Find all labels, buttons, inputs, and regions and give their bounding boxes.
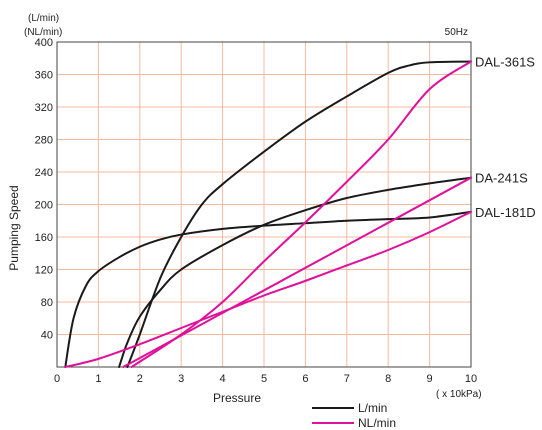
x-tick-label: 3 bbox=[178, 373, 184, 385]
legend: L/min NL/min bbox=[312, 401, 396, 430]
legend-label-nlmin: NL/min bbox=[358, 416, 396, 430]
x-tick-label: 2 bbox=[137, 373, 143, 385]
x-axis-unit: ( x 10kPa) bbox=[436, 389, 482, 400]
x-tick-label: 0 bbox=[54, 373, 60, 385]
plot-frame bbox=[56, 41, 472, 368]
x-axis-label: Pressure bbox=[213, 391, 261, 405]
series-label: DAL-181D bbox=[475, 205, 536, 220]
series-label: DAL-361S bbox=[475, 55, 535, 70]
y-tick-label: 120 bbox=[35, 265, 53, 277]
y-tick-label: 80 bbox=[41, 297, 53, 309]
x-tick-label: 7 bbox=[344, 373, 350, 385]
series-line-da-241s-nlmin bbox=[122, 176, 472, 368]
y-tick-label: 360 bbox=[35, 70, 53, 82]
legend-label-lmin: L/min bbox=[358, 401, 387, 415]
x-tick-label: 1 bbox=[95, 373, 101, 385]
x-tick-label: 4 bbox=[220, 373, 226, 385]
series-line-da-241s-lmin bbox=[118, 176, 472, 368]
series-lines bbox=[64, 60, 472, 368]
y-tick-label: 40 bbox=[41, 330, 53, 342]
y-tick-label: 240 bbox=[35, 167, 53, 179]
y-tick-label: 400 bbox=[35, 37, 53, 49]
y-tick-label: 200 bbox=[35, 200, 53, 212]
y-unit-nlmin: (NL/min) bbox=[24, 27, 62, 38]
y-axis-label: Pumping Speed bbox=[7, 185, 21, 270]
grid-lines bbox=[57, 42, 471, 367]
y-unit-lmin: (L/min) bbox=[28, 13, 59, 24]
series-line-dal-181d-lmin bbox=[64, 210, 472, 368]
series-line-dal-361s-lmin bbox=[126, 60, 472, 368]
series-line-dal-181d-nlmin bbox=[64, 210, 472, 368]
y-tick-label: 320 bbox=[35, 102, 53, 114]
series-labels: DAL-361S DA-241S DAL-181D bbox=[475, 55, 536, 220]
frequency-label: 50Hz bbox=[445, 27, 468, 38]
x-tick-label: 6 bbox=[302, 373, 308, 385]
x-tick-label: 5 bbox=[261, 373, 267, 385]
x-tick-label: 8 bbox=[385, 373, 391, 385]
y-tick-label: 160 bbox=[35, 232, 53, 244]
tick-labels: 0 1 2 3 4 5 6 7 8 9 10 40 80 120 160 200 240 280 320 360 400 bbox=[35, 37, 477, 385]
x-tick-label: 9 bbox=[427, 373, 433, 385]
x-tick-label: 10 bbox=[465, 373, 477, 385]
y-tick-label: 280 bbox=[35, 135, 53, 147]
series-label: DA-241S bbox=[475, 171, 528, 186]
series-line-dal-361s-nlmin bbox=[130, 60, 472, 368]
